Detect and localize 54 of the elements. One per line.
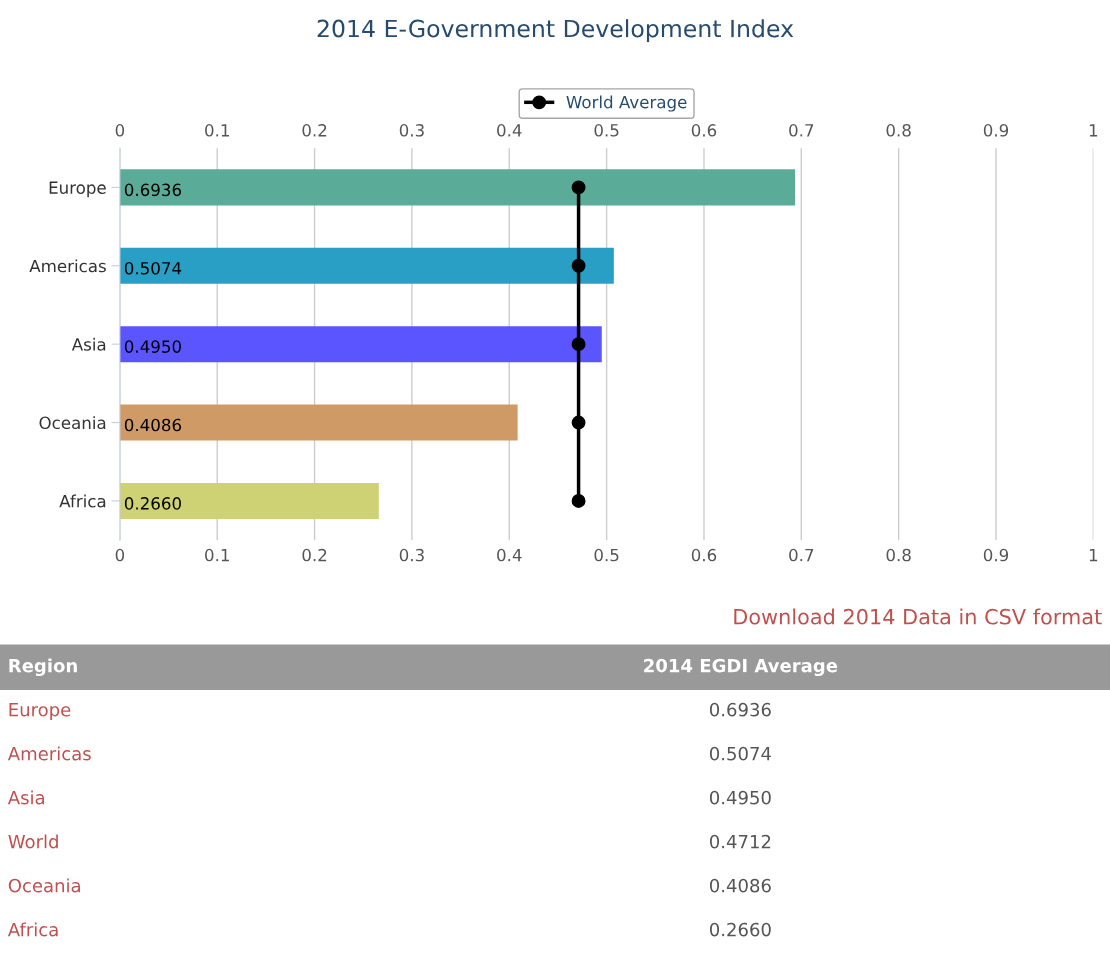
x2-tick-label: 0.6 bbox=[691, 124, 717, 137]
text: Region bbox=[9, 658, 77, 677]
text: 0.2660 bbox=[709, 922, 771, 937]
bar bbox=[119, 326, 602, 363]
x-tick-label: 0 bbox=[115, 548, 125, 562]
text: 2014 EGDI Average bbox=[644, 658, 838, 677]
x-tick-label: 0.6 bbox=[691, 548, 717, 562]
x2-tick-label: 0.2 bbox=[302, 124, 327, 137]
x-tick-label: 0.3 bbox=[399, 548, 424, 562]
text: 0.5074 bbox=[709, 746, 771, 761]
text: Americas bbox=[7, 746, 91, 761]
text: Asia bbox=[7, 790, 44, 805]
chart-title: 2014 E-Government Development Index bbox=[317, 19, 794, 43]
x2-tick-label: 0 bbox=[115, 124, 125, 137]
x-tick-label: 0.8 bbox=[886, 548, 911, 562]
legend-label: World Average bbox=[566, 95, 687, 112]
x2-tick-label: 0.4 bbox=[497, 124, 522, 137]
text: 0.4950 bbox=[709, 790, 771, 805]
text: World bbox=[8, 834, 58, 849]
x2-tick-label: 0.1 bbox=[205, 124, 229, 137]
x-tick-label: 0.9 bbox=[983, 548, 1009, 562]
x2-tick-label: 1 bbox=[1089, 124, 1098, 137]
text: 0.4712 bbox=[709, 834, 771, 849]
x-tick-label: 0.4 bbox=[497, 548, 522, 562]
bar bbox=[119, 169, 796, 206]
text: Download 2014 Data in CSV format bbox=[734, 608, 1102, 625]
data-label: 0.4950 bbox=[124, 340, 181, 353]
y-tick-label: Asia bbox=[71, 337, 106, 351]
data-label: 0.5074 bbox=[124, 261, 182, 275]
x2-tick-label: 0.9 bbox=[983, 124, 1009, 137]
x-tick-label: 0.7 bbox=[789, 548, 814, 562]
y-tick-label: Europe bbox=[49, 181, 106, 198]
text: 0.6936 bbox=[709, 702, 771, 717]
y-tick-label: Africa bbox=[59, 494, 106, 508]
bar bbox=[119, 404, 518, 441]
data-label: 0.2660 bbox=[124, 497, 181, 510]
y-tick-label: Oceania bbox=[39, 416, 106, 430]
data-label: 0.6936 bbox=[124, 183, 182, 197]
x-tick-label: 0.2 bbox=[302, 548, 327, 562]
y-tick-label: Americas bbox=[29, 259, 106, 273]
bar bbox=[119, 247, 614, 284]
data-label: 0.4086 bbox=[124, 418, 182, 432]
x2-tick-label: 0.3 bbox=[399, 124, 424, 137]
bar bbox=[119, 482, 379, 519]
x2-tick-label: 0.5 bbox=[594, 124, 619, 137]
x-tick-label: 1 bbox=[1089, 548, 1098, 562]
text: Oceania bbox=[8, 878, 80, 893]
x2-tick-label: 0.8 bbox=[886, 124, 911, 137]
text: 0.4086 bbox=[709, 878, 771, 893]
x2-tick-label: 0.7 bbox=[789, 124, 814, 137]
text: Europe bbox=[9, 703, 71, 720]
text: Africa bbox=[7, 922, 58, 937]
x-tick-label: 0.5 bbox=[594, 548, 619, 562]
x-tick-label: 0.1 bbox=[205, 548, 229, 562]
